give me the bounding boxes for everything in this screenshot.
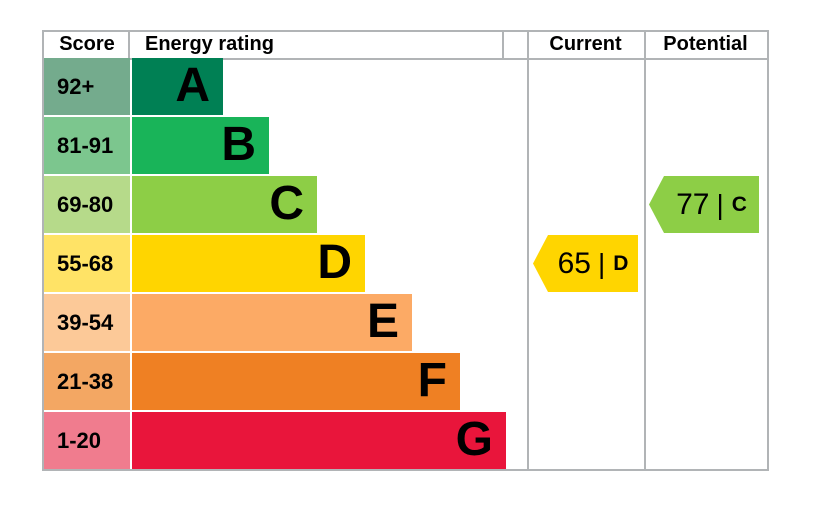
band-score-range: 1-20 (44, 412, 130, 469)
potential-rating-separator: | (716, 188, 724, 220)
rating-table: Score Energy rating Current Potential 92… (42, 30, 769, 471)
current-rating-band: D (613, 251, 629, 275)
band-row: 1-20 G (44, 412, 767, 471)
potential-rating-value: 77 (676, 187, 710, 221)
potential-rating-band: C (731, 192, 747, 216)
potential-column-divider (644, 32, 646, 469)
band-score-range: 55-68 (44, 235, 130, 292)
band-letter: A (175, 59, 210, 112)
band-letter: F (417, 354, 447, 407)
band-letter: G (455, 413, 493, 466)
header-divider-score (128, 32, 130, 58)
band-row: 21-38 F (44, 353, 767, 412)
current-rating-value: 65 (557, 246, 591, 280)
table-header-row: Score Energy rating Current Potential (44, 32, 767, 60)
score-column-header: Score (59, 33, 115, 55)
band-bar: B (132, 117, 269, 174)
band-row: 92+ A (44, 58, 767, 117)
current-column-header: Current (549, 33, 622, 55)
band-letter: C (269, 177, 304, 230)
band-score-range: 39-54 (44, 294, 130, 351)
potential-rating-pointer: 77 | C (649, 176, 759, 233)
band-bar: C (132, 176, 317, 233)
band-row: 39-54 E (44, 294, 767, 353)
current-rating-separator: | (597, 247, 606, 279)
band-letter: D (317, 236, 352, 289)
band-score-range: 69-80 (44, 176, 130, 233)
band-bar: E (132, 294, 412, 351)
band-bar: A (132, 58, 223, 115)
band-row: 55-68 D (44, 235, 767, 294)
potential-column-header: Potential (663, 33, 748, 55)
energy-rating-column-header: Energy rating (145, 33, 274, 55)
band-score-range: 21-38 (44, 353, 130, 410)
band-row: 69-80 C (44, 176, 767, 235)
band-bar: F (132, 353, 460, 410)
band-score-range: 92+ (44, 58, 130, 115)
band-bar: G (132, 412, 506, 469)
band-bar: D (132, 235, 365, 292)
band-score-range: 81-91 (44, 117, 130, 174)
header-divider-rating-end (502, 32, 504, 58)
current-column-divider (527, 32, 529, 469)
band-row: 81-91 B (44, 117, 767, 176)
band-letter: E (366, 295, 399, 348)
current-rating-pointer: 65 | D (533, 235, 638, 292)
band-letter: B (221, 118, 256, 171)
